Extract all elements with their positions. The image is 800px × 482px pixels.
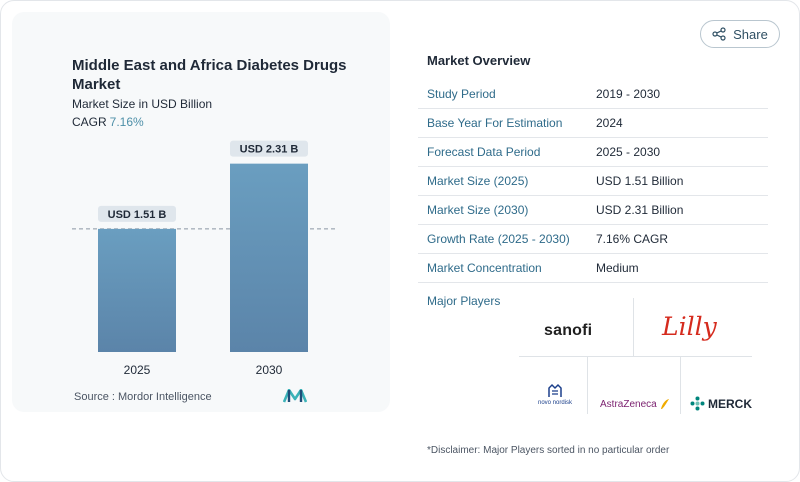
astrazeneca-swirl-icon bbox=[660, 399, 669, 409]
astrazeneca-logo: AstraZeneca bbox=[600, 397, 671, 411]
overview-row: Forecast Data Period 2025 - 2030 bbox=[418, 138, 768, 167]
overview-value: USD 2.31 Billion bbox=[596, 203, 684, 217]
overview-value: 2025 - 2030 bbox=[596, 145, 661, 159]
overview-title: Market Overview bbox=[427, 53, 531, 68]
grid-divider bbox=[633, 298, 634, 356]
lilly-logo: Lilly bbox=[662, 312, 717, 341]
overview-label: Market Size (2030) bbox=[427, 203, 529, 217]
data-label: USD 1.51 B bbox=[108, 209, 167, 221]
data-label-pill bbox=[98, 205, 176, 222]
chart-subtitle: Market Size in USD Billion bbox=[72, 97, 213, 111]
overview-label: Base Year For Estimation bbox=[427, 116, 563, 130]
grid-divider bbox=[680, 356, 681, 414]
overview-value: 7.16% CAGR bbox=[596, 232, 669, 246]
cagr-label: CAGR bbox=[72, 115, 107, 129]
chart-title: Middle East and Africa Diabetes Drugs Ma… bbox=[72, 57, 347, 93]
grid-divider bbox=[587, 356, 588, 414]
overview-table: Study Period 2019 - 2030 Base Year For Es… bbox=[418, 80, 768, 283]
astrazeneca-text: AstraZeneca bbox=[600, 398, 657, 410]
overview-value: 2024 bbox=[596, 116, 623, 130]
mordor-logo-icon bbox=[283, 389, 307, 403]
novo-nordisk-text: novo nordisk bbox=[537, 400, 573, 406]
overview-value: USD 1.51 Billion bbox=[596, 174, 684, 188]
x-tick-label: 2025 bbox=[124, 363, 151, 377]
overview-row: Growth Rate (2025 - 2030) 7.16% CAGR bbox=[418, 225, 768, 254]
players-title: Major Players bbox=[427, 294, 501, 308]
grid-divider bbox=[519, 356, 752, 357]
overview-row: Market Size (2025) USD 1.51 Billion bbox=[418, 167, 768, 196]
overview-row: Study Period 2019 - 2030 bbox=[418, 80, 768, 109]
x-tick-label: 2030 bbox=[256, 363, 283, 377]
bar bbox=[98, 228, 176, 352]
source-text: Source : Mordor Intelligence bbox=[74, 391, 212, 403]
bar bbox=[230, 163, 308, 352]
share-icon bbox=[712, 27, 726, 41]
sanofi-logo: sanofi bbox=[544, 322, 593, 339]
novo-nordisk-logo: novo nordisk bbox=[535, 382, 575, 412]
merck-logo: MERCK bbox=[690, 396, 752, 411]
novo-bull-icon bbox=[548, 383, 562, 397]
share-button[interactable]: Share bbox=[700, 20, 780, 48]
overview-row: Market Concentration Medium bbox=[418, 254, 768, 283]
overview-label: Market Size (2025) bbox=[427, 174, 529, 188]
share-label: Share bbox=[733, 26, 768, 42]
overview-value: 2019 - 2030 bbox=[596, 87, 661, 101]
merck-mark-icon bbox=[690, 396, 705, 411]
overview-row: Base Year For Estimation 2024 bbox=[418, 109, 768, 138]
merck-text: MERCK bbox=[708, 396, 752, 411]
bar-chart: USD 1.51 B 2025 USD 2.31 B 2030 bbox=[72, 140, 338, 377]
cagr-line: CAGR 7.16% bbox=[72, 115, 144, 129]
overview-label: Study Period bbox=[427, 87, 496, 101]
overview-label: Forecast Data Period bbox=[427, 145, 541, 159]
cagr-value: 7.16% bbox=[109, 115, 144, 129]
data-label: USD 2.31 B bbox=[240, 144, 299, 156]
data-label-pill bbox=[230, 140, 308, 157]
overview-row: Market Size (2030) USD 2.31 Billion bbox=[418, 196, 768, 225]
overview-label: Growth Rate (2025 - 2030) bbox=[427, 232, 570, 246]
overview-label: Market Concentration bbox=[427, 261, 542, 275]
overview-value: Medium bbox=[596, 261, 639, 275]
chart-card bbox=[12, 12, 390, 412]
disclaimer-text: *Disclaimer: Major Players sorted in no … bbox=[427, 445, 670, 456]
